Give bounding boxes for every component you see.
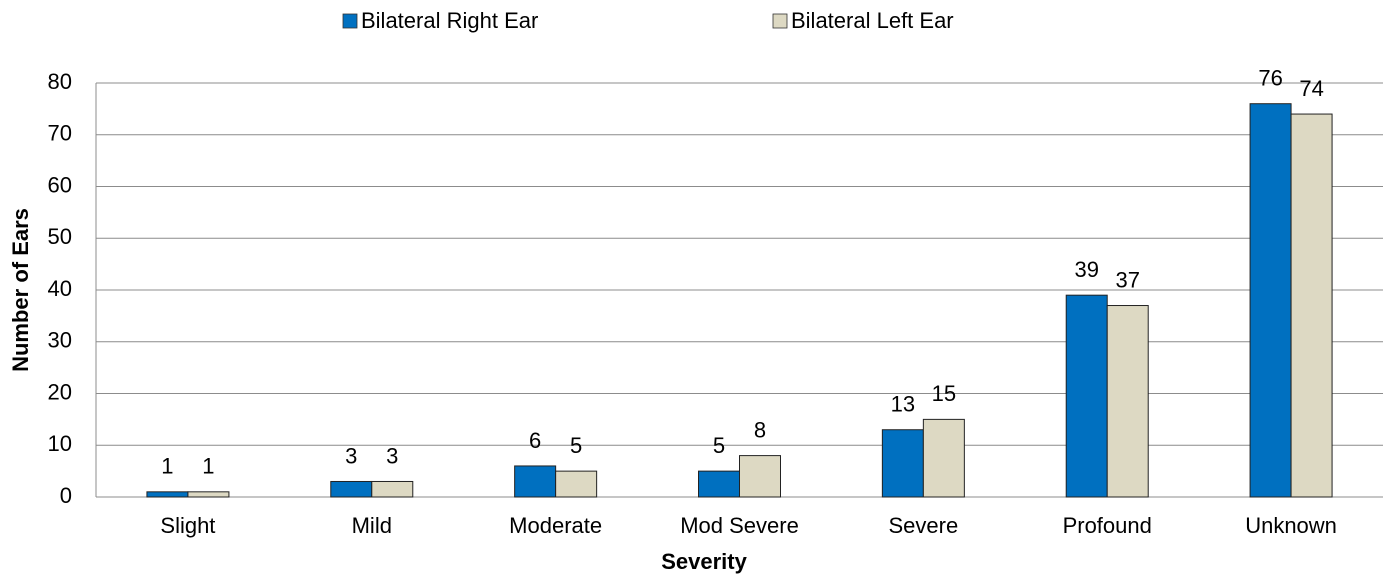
bar xyxy=(371,480,414,498)
legend-swatch xyxy=(772,13,788,29)
data-label: 39 xyxy=(1074,257,1098,282)
data-label: 37 xyxy=(1115,267,1139,292)
data-label: 8 xyxy=(754,417,766,442)
y-tick-label: 40 xyxy=(48,276,72,301)
y-axis-title: Number of Ears xyxy=(8,208,33,372)
bar xyxy=(555,470,598,498)
bar xyxy=(146,491,189,498)
data-label: 6 xyxy=(529,428,541,453)
y-tick-label: 60 xyxy=(48,172,72,197)
legend-label: Bilateral Right Ear xyxy=(361,8,538,33)
data-label: 3 xyxy=(386,443,398,468)
bar xyxy=(514,465,557,498)
bar xyxy=(739,455,781,498)
bar xyxy=(330,480,373,498)
data-label: 5 xyxy=(570,433,582,458)
data-label: 5 xyxy=(713,433,725,458)
bar xyxy=(698,470,740,498)
data-label: 76 xyxy=(1258,66,1282,91)
bar xyxy=(1065,294,1108,498)
y-tick-label: 70 xyxy=(48,121,72,146)
bar xyxy=(881,429,924,498)
legend-label: Bilateral Left Ear xyxy=(791,8,954,33)
y-tick-label: 30 xyxy=(48,328,72,353)
data-label: 15 xyxy=(932,381,956,406)
bar xyxy=(1249,103,1292,498)
data-label: 1 xyxy=(202,454,214,479)
x-tick-label: Mild xyxy=(352,513,392,538)
x-tick-label: Severe xyxy=(888,513,958,538)
bar xyxy=(1290,113,1333,498)
x-tick-label: Unknown xyxy=(1245,513,1337,538)
x-tick-label: Mod Severe xyxy=(680,513,799,538)
data-label: 1 xyxy=(161,454,173,479)
y-tick-label: 20 xyxy=(48,379,72,404)
x-axis-title: Severity xyxy=(661,549,747,574)
data-label: 13 xyxy=(891,392,915,417)
y-tick-label: 80 xyxy=(48,69,72,94)
bar xyxy=(1106,305,1149,498)
y-tick-label: 50 xyxy=(48,224,72,249)
data-label: 3 xyxy=(345,443,357,468)
y-tick-label: 10 xyxy=(48,431,72,456)
y-tick-label: 0 xyxy=(60,483,72,508)
bar xyxy=(922,418,965,498)
x-tick-label: Moderate xyxy=(509,513,602,538)
data-label: 74 xyxy=(1299,76,1323,101)
legend-swatch xyxy=(342,13,358,29)
bar xyxy=(187,491,230,498)
x-tick-label: Slight xyxy=(160,513,215,538)
x-tick-label: Profound xyxy=(1063,513,1152,538)
